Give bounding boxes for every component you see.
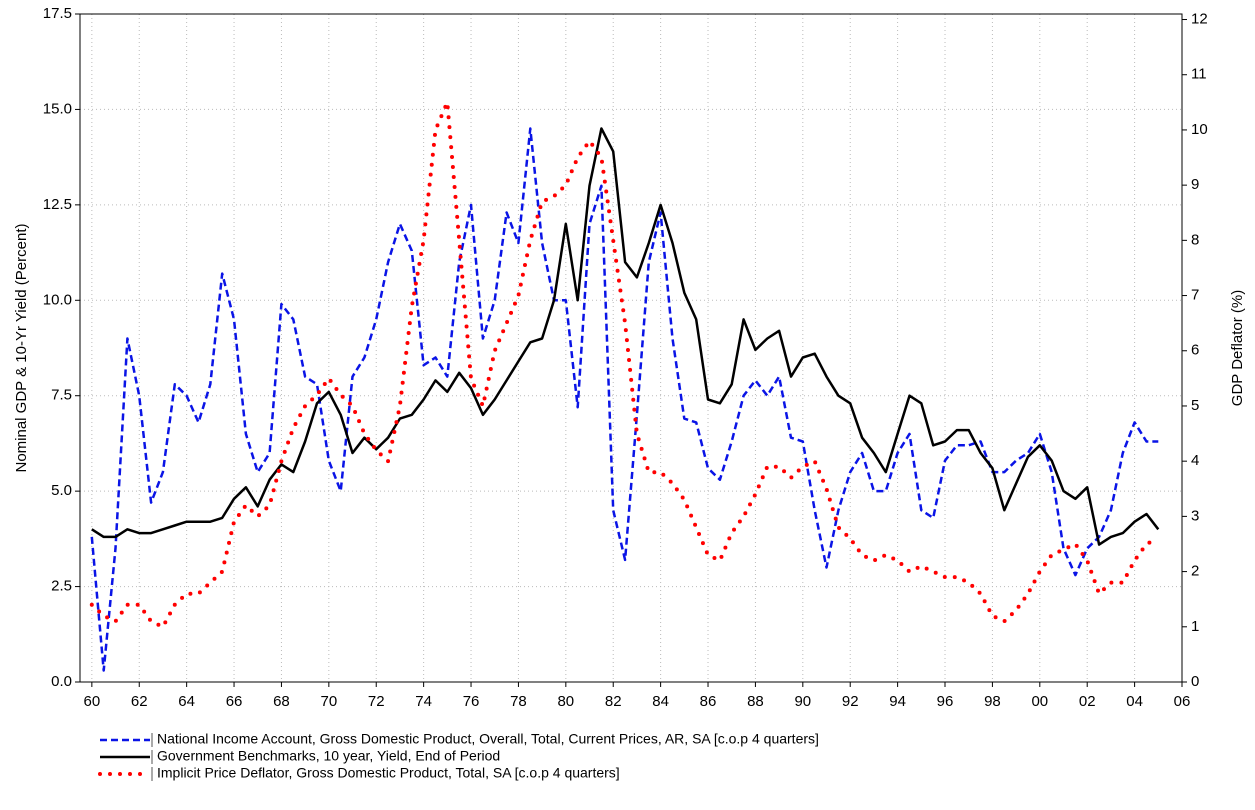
x-tick-label: 00	[1031, 693, 1048, 710]
legend-label: National Income Account, Gross Domestic …	[157, 731, 819, 747]
y-tick-label: 2.5	[51, 578, 72, 595]
x-tick-label: 96	[937, 693, 954, 710]
x-tick-label: 70	[320, 693, 337, 710]
x-tick-label: 76	[463, 693, 480, 710]
x-tick-label: 90	[794, 693, 811, 710]
y-tick-label: 17.5	[43, 5, 72, 22]
x-tick-label: 98	[984, 693, 1001, 710]
x-tick-label: 66	[226, 693, 243, 710]
legend-label: Implicit Price Deflator, Gross Domestic …	[157, 765, 620, 781]
y2-tick-label: 5	[1191, 397, 1199, 414]
y2-tick-label: 8	[1191, 231, 1199, 248]
x-tick-label: 62	[131, 693, 148, 710]
series-line	[91, 127, 1160, 546]
x-tick-label: 94	[889, 693, 906, 710]
x-tick-label: 78	[510, 693, 527, 710]
plot-frame	[79, 13, 1183, 683]
y2-tick-label: 1	[1191, 618, 1199, 635]
x-tick-label: 60	[84, 693, 101, 710]
y-tick-label: 5.0	[51, 482, 72, 499]
x-tick-label: 84	[652, 693, 669, 710]
y2-tick-label: 4	[1191, 452, 1199, 469]
y-tick-label: 12.5	[43, 196, 72, 213]
y-axis-label: Nominal GDP & 10-Yr Yield (Percent)	[13, 224, 30, 473]
x-tick-label: 06	[1174, 693, 1191, 710]
y2-tick-label: 9	[1191, 176, 1199, 193]
y2-tick-label: 10	[1191, 121, 1208, 138]
y2-tick-label: 6	[1191, 342, 1199, 359]
series-line	[89, 100, 1161, 629]
x-tick-label: 72	[368, 693, 385, 710]
y-tick-label: 0.0	[51, 673, 72, 690]
x-tick-label: 02	[1079, 693, 1096, 710]
x-tick-label: 74	[415, 693, 432, 710]
x-tick-label: 92	[842, 693, 859, 710]
x-tick-label: 80	[557, 693, 574, 710]
x-tick-label: 64	[178, 693, 195, 710]
x-tick-label: 86	[700, 693, 717, 710]
y-tick-label: 10.0	[43, 291, 72, 308]
y2-tick-label: 2	[1191, 563, 1199, 580]
series-line	[90, 127, 1159, 672]
y2-axis-label: GDP Deflator (%)	[1229, 290, 1246, 406]
y2-tick-label: 3	[1191, 507, 1199, 524]
x-tick-label: 82	[605, 693, 622, 710]
y2-tick-label: 7	[1191, 287, 1199, 304]
y-tick-label: 7.5	[51, 387, 72, 404]
y2-tick-label: 11	[1191, 66, 1207, 83]
y2-tick-label: 12	[1191, 10, 1208, 27]
x-tick-label: 04	[1126, 693, 1143, 710]
legend-label: Government Benchmarks, 10 year, Yield, E…	[157, 748, 500, 764]
x-tick-label: 88	[747, 693, 764, 710]
y2-tick-label: 0	[1191, 673, 1199, 690]
x-tick-label: 68	[273, 693, 290, 710]
y-tick-label: 15.0	[43, 100, 72, 117]
